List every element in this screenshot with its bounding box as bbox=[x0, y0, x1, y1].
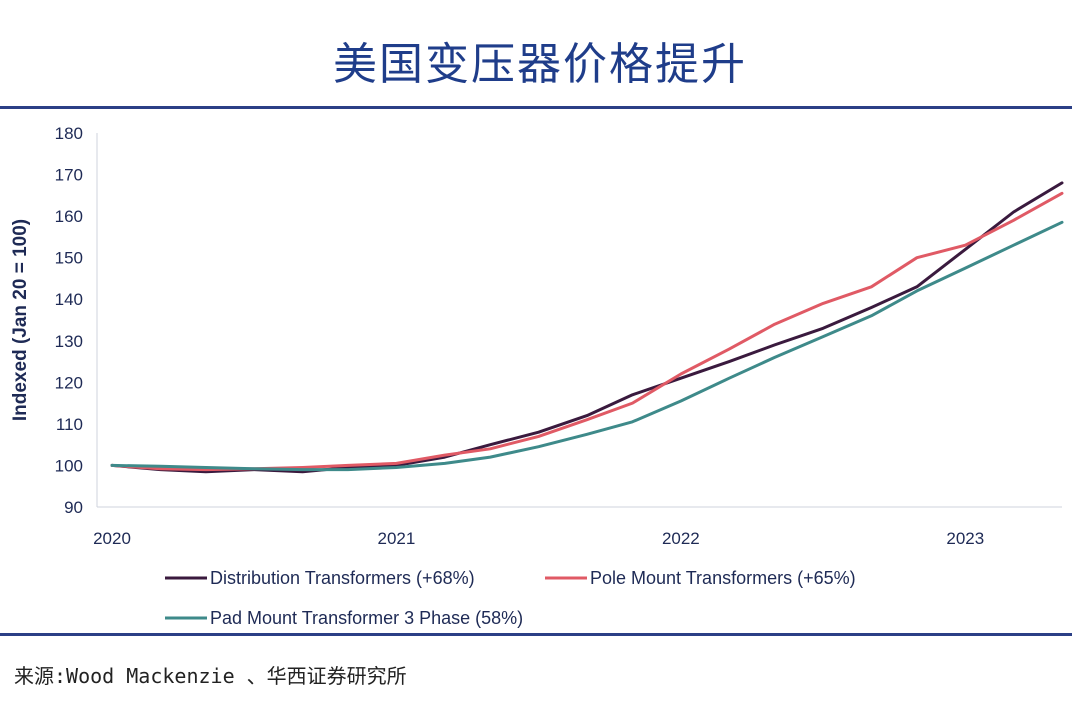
x-tick-label: 2021 bbox=[378, 529, 416, 548]
plot-area bbox=[110, 181, 1064, 474]
series-line bbox=[110, 191, 1064, 472]
chart-axes: 90 100 110 120 130 140 150 160 170 180 2020 2021 202… bbox=[10, 124, 1062, 548]
page-title: 美国变压器价格提升 bbox=[333, 39, 747, 90]
line-chart: 90 100 110 120 130 140 150 160 170 180 2020 2021 202… bbox=[10, 124, 1064, 628]
x-tick-label: 2020 bbox=[93, 529, 131, 548]
y-tick-label: 110 bbox=[56, 415, 83, 434]
x-tick-label: 2022 bbox=[662, 529, 700, 548]
y-tick-label: 130 bbox=[55, 332, 83, 351]
legend-label: Pole Mount Transformers (+65%) bbox=[590, 568, 856, 588]
legend-label: Distribution Transformers (+68%) bbox=[210, 568, 475, 588]
y-tick-label: 90 bbox=[64, 498, 83, 517]
y-tick-label: 100 bbox=[55, 456, 83, 475]
title-divider bbox=[0, 106, 1072, 109]
series-line bbox=[110, 220, 1064, 472]
y-tick-label: 140 bbox=[55, 290, 83, 309]
footer-divider bbox=[0, 633, 1072, 636]
legend-label: Pad Mount Transformer 3 Phase (58%) bbox=[210, 608, 523, 628]
y-tick-label: 170 bbox=[55, 166, 83, 185]
y-tick-label: 180 bbox=[55, 124, 83, 143]
legend: Distribution Transformers (+68%) Pole Mou… bbox=[165, 568, 856, 628]
y-tick-label: 150 bbox=[55, 249, 83, 268]
series-line bbox=[110, 181, 1064, 474]
y-tick-label: 120 bbox=[55, 373, 83, 392]
y-tick-label: 160 bbox=[55, 207, 83, 226]
source-note: 来源:Wood Mackenzie 、华西证券研究所 bbox=[14, 664, 407, 688]
x-tick-label: 2023 bbox=[946, 529, 984, 548]
y-axis-label: Indexed (Jan 20 = 100) bbox=[10, 219, 31, 421]
